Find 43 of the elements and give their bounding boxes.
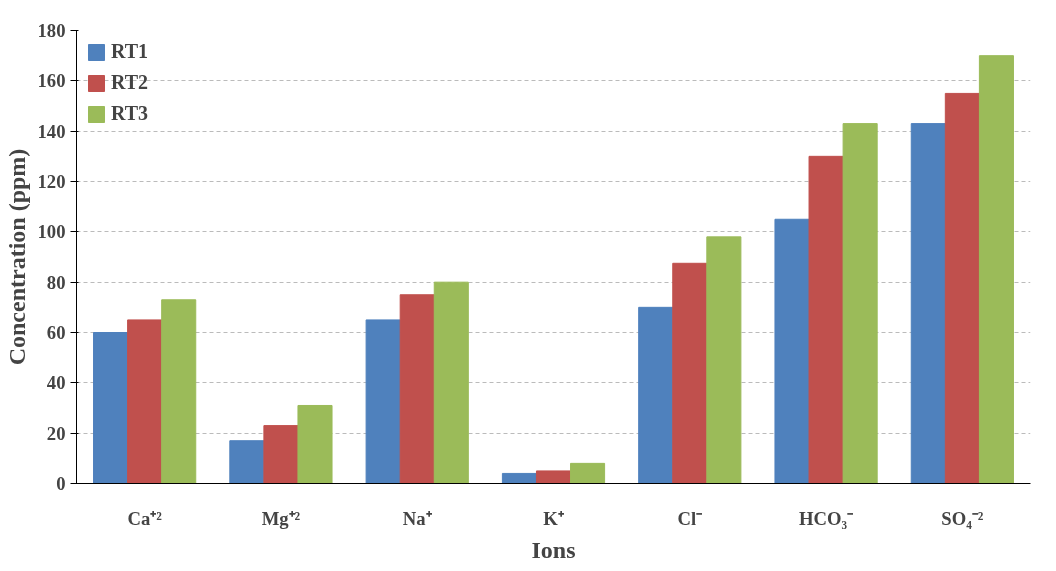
bar <box>399 294 435 484</box>
y-tick-label: 120 <box>37 171 66 192</box>
x-tick-label: HCO₃⁻ <box>799 507 855 529</box>
y-tick-label: 180 <box>37 20 66 41</box>
bar <box>365 319 401 484</box>
legend-label: RT1 <box>111 40 149 63</box>
x-axis-title: Ions <box>531 536 576 563</box>
bar <box>93 332 129 484</box>
y-tick-label: 40 <box>46 372 66 394</box>
bar <box>910 123 946 484</box>
bar <box>570 462 606 484</box>
y-tick-label: 160 <box>37 70 66 92</box>
bar <box>774 218 810 484</box>
bar <box>263 425 299 484</box>
y-tick-label: 20 <box>46 422 66 444</box>
bar <box>501 472 537 484</box>
x-tick-label: Ca⁺² <box>127 507 163 529</box>
y-tick-label: 140 <box>37 120 66 142</box>
bar <box>535 470 572 484</box>
x-tick-label: Na⁺ <box>402 507 433 529</box>
legend-label: RT3 <box>111 102 149 125</box>
x-tick-label: Mg⁺² <box>261 507 301 529</box>
legend-label: RT2 <box>111 71 149 94</box>
x-tick-label: Cl⁻ <box>677 507 704 529</box>
bar <box>944 92 980 484</box>
bar <box>161 299 197 484</box>
y-tick-label: 60 <box>46 322 66 343</box>
bar <box>297 404 333 484</box>
x-tick-label: SO₄⁻² <box>941 507 984 529</box>
bar <box>638 306 674 484</box>
bar <box>978 55 1014 484</box>
y-tick-label: 100 <box>37 221 66 243</box>
bar <box>706 236 742 484</box>
y-tick-label: 0 <box>56 473 66 494</box>
bar <box>229 440 265 484</box>
x-tick-label: K⁺ <box>543 507 565 529</box>
bar <box>808 155 844 484</box>
bar <box>672 262 708 484</box>
bar <box>842 123 878 484</box>
y-tick-label: 80 <box>46 271 66 293</box>
bar <box>127 319 163 484</box>
bar <box>433 281 469 484</box>
y-axis-title: Concentration (ppm) <box>3 148 30 366</box>
